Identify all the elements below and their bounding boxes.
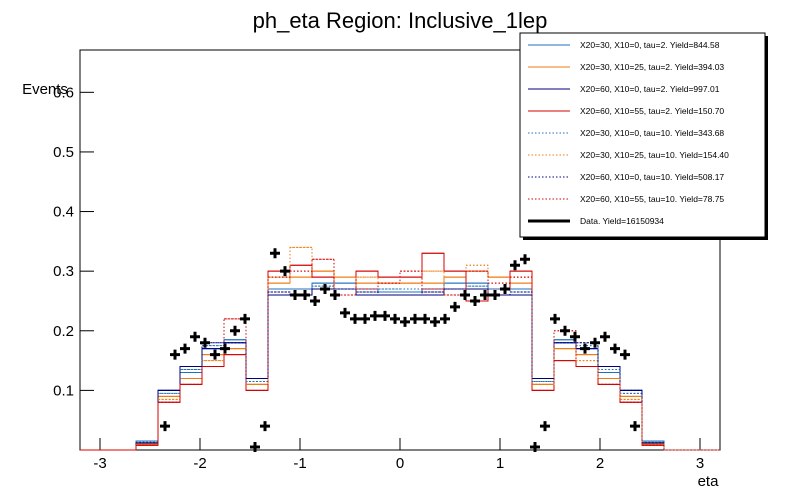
histogram-outline	[80, 282, 720, 451]
data-point	[580, 343, 590, 354]
data-point	[510, 260, 520, 271]
histogram-outline	[80, 258, 720, 451]
legend-label: X20=30, X10=25, tau=2. Yield=394.03	[580, 62, 724, 72]
x-tick-label: -3	[93, 455, 106, 472]
histogram-outline	[80, 288, 720, 451]
histogram-series	[80, 246, 720, 451]
legend-label: X20=60, X10=0, tau=2. Yield=997.01	[580, 84, 720, 94]
data-point	[610, 343, 620, 354]
data-point	[600, 331, 610, 342]
data-point	[370, 310, 380, 321]
data-point	[570, 331, 580, 342]
histogram-series	[80, 270, 720, 451]
y-tick-label: 0.1	[53, 382, 74, 399]
data-point	[440, 313, 450, 324]
data-point	[240, 313, 250, 324]
x-tick-label: -2	[193, 455, 206, 472]
histogram-series	[80, 285, 720, 451]
data-point	[210, 349, 220, 360]
x-tick-label: 0	[396, 455, 404, 472]
data-point	[630, 421, 640, 432]
data-point	[250, 442, 260, 453]
y-axis-label: Events	[22, 81, 68, 98]
legend-box	[519, 32, 766, 238]
x-axis-label: eta	[698, 473, 720, 490]
data-point	[540, 421, 550, 432]
legend-label: Data. Yield=16150934	[580, 216, 664, 226]
x-tick-label: 1	[496, 455, 504, 472]
y-tick-label: 0.4	[53, 204, 74, 221]
x-tick-label: 2	[596, 455, 604, 472]
data-point	[450, 301, 460, 312]
data-point	[260, 421, 270, 432]
data-point	[400, 316, 410, 327]
data-point	[490, 290, 500, 301]
legend-label: X20=30, X10=0, tau=2. Yield=844.58	[580, 40, 720, 50]
data-point	[220, 343, 230, 354]
data-point	[590, 337, 600, 348]
data-point	[390, 313, 400, 324]
data-point	[190, 331, 200, 342]
data-point	[620, 349, 630, 360]
legend-label: X20=30, X10=25, tau=10. Yield=154.40	[580, 150, 729, 160]
data-point	[160, 421, 170, 432]
data-point	[470, 295, 480, 306]
y-tick-label: 0.3	[53, 263, 74, 280]
data-point	[460, 290, 470, 301]
y-tick-label: 0.6	[53, 84, 74, 101]
data-point	[180, 343, 190, 354]
y-tick-label: 0.2	[53, 323, 74, 340]
data-point	[520, 254, 530, 265]
histogram-series	[80, 288, 720, 451]
data-point	[530, 442, 540, 453]
legend-label: X20=60, X10=0, tau=10. Yield=508.17	[580, 172, 724, 182]
data-point	[410, 313, 420, 324]
data-point	[170, 349, 180, 360]
data-point	[380, 310, 390, 321]
histogram-outline	[80, 288, 720, 451]
x-tick-label: -1	[293, 455, 306, 472]
data-point	[320, 284, 330, 295]
data-point	[330, 290, 340, 301]
data-point	[360, 313, 370, 324]
x-tick-label: 3	[696, 455, 704, 472]
data-point	[230, 325, 240, 336]
data-point	[500, 284, 510, 295]
histogram-outline	[80, 285, 720, 451]
histogram-outline	[80, 246, 720, 451]
data-point	[480, 290, 490, 301]
data-point	[350, 313, 360, 324]
data-point	[310, 295, 320, 306]
chart-title: ph_eta Region: Inclusive_1lep	[253, 8, 548, 33]
histogram-series	[80, 288, 720, 451]
data-point	[560, 325, 570, 336]
data-point	[420, 313, 430, 324]
legend-label: X20=60, X10=55, tau=2. Yield=150.70	[580, 106, 724, 116]
data-point	[200, 337, 210, 348]
data-point	[270, 248, 280, 259]
data-point	[280, 266, 290, 277]
data-point	[300, 290, 310, 301]
y-tick-label: 0.5	[53, 144, 74, 161]
data-point	[340, 307, 350, 318]
histogram-series	[80, 282, 720, 451]
data-point	[430, 316, 440, 327]
legend-label: X20=60, X10=55, tau=10. Yield=78.75	[580, 194, 724, 204]
data-point	[290, 290, 300, 301]
histogram-outline	[80, 270, 720, 451]
data-point	[550, 313, 560, 324]
legend-label: X20=30, X10=0, tau=10. Yield=343.68	[580, 128, 724, 138]
